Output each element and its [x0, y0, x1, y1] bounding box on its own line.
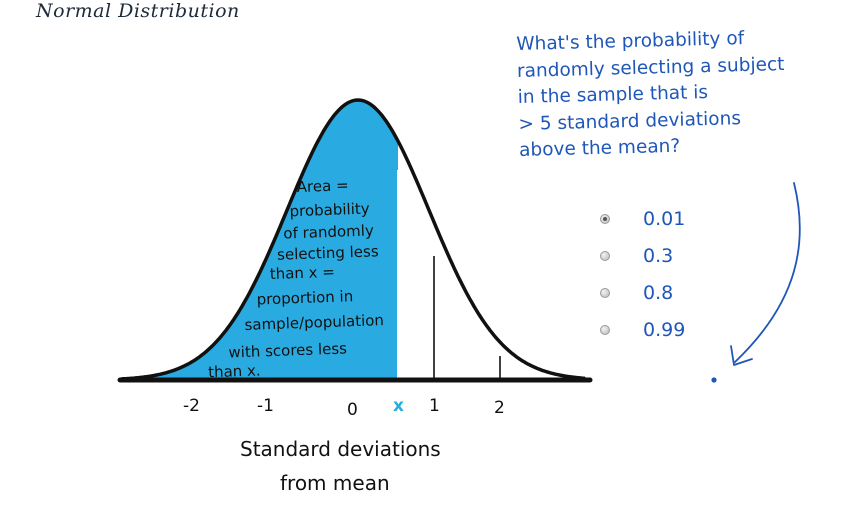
radio-button[interactable] — [600, 324, 610, 335]
area-text-line: than x = — [269, 263, 335, 283]
tick-label-minus-1: -1 — [257, 396, 274, 416]
area-text-line: probability — [289, 200, 370, 221]
curved-arrow — [734, 182, 801, 363]
option-label: 0.01 — [643, 207, 686, 230]
area-annotation: Area = probability of randomly selecting… — [208, 176, 384, 381]
arrowhead-icon — [730, 345, 753, 366]
area-text-line: proportion in — [256, 287, 353, 308]
option-label: 0.99 — [643, 318, 686, 341]
answer-option-0-01[interactable]: 0.01 — [600, 200, 685, 237]
option-label: 0.8 — [643, 281, 674, 304]
xlabel-line-2: from mean — [280, 471, 390, 495]
answer-option-0-99[interactable]: 0.99 — [600, 311, 685, 348]
radio-button[interactable] — [600, 213, 610, 224]
tick-label-x: x — [393, 396, 404, 416]
option-label: 0.3 — [643, 244, 674, 267]
bell-curve — [120, 98, 586, 381]
area-text-line: with scores less — [228, 339, 347, 361]
answer-options: 0.01 0.3 0.8 0.99 — [600, 200, 685, 348]
tick-label-2: 2 — [494, 398, 505, 418]
area-text-line: of randomly — [283, 221, 374, 242]
tick-label-1: 1 — [429, 396, 440, 416]
answer-dot — [711, 377, 717, 383]
answer-option-0-8[interactable]: 0.8 — [600, 274, 685, 311]
area-text-line: selecting less — [277, 242, 379, 264]
radio-button[interactable] — [600, 287, 610, 298]
tick-label-0: 0 — [347, 400, 358, 420]
radio-button[interactable] — [600, 250, 610, 261]
shaded-area-left-of-x — [122, 100, 398, 380]
area-text-line: sample/population — [244, 311, 384, 334]
area-text-line: than x. — [208, 361, 261, 381]
tick-label-minus-2: -2 — [183, 396, 200, 416]
answer-option-0-3[interactable]: 0.3 — [600, 237, 685, 274]
question-text: What's the probability of randomly selec… — [516, 24, 819, 164]
area-text-line: Area = — [296, 176, 348, 196]
diagram-title: Normal Distribution — [36, 0, 240, 22]
xlabel-line-1: Standard deviations — [240, 437, 441, 461]
